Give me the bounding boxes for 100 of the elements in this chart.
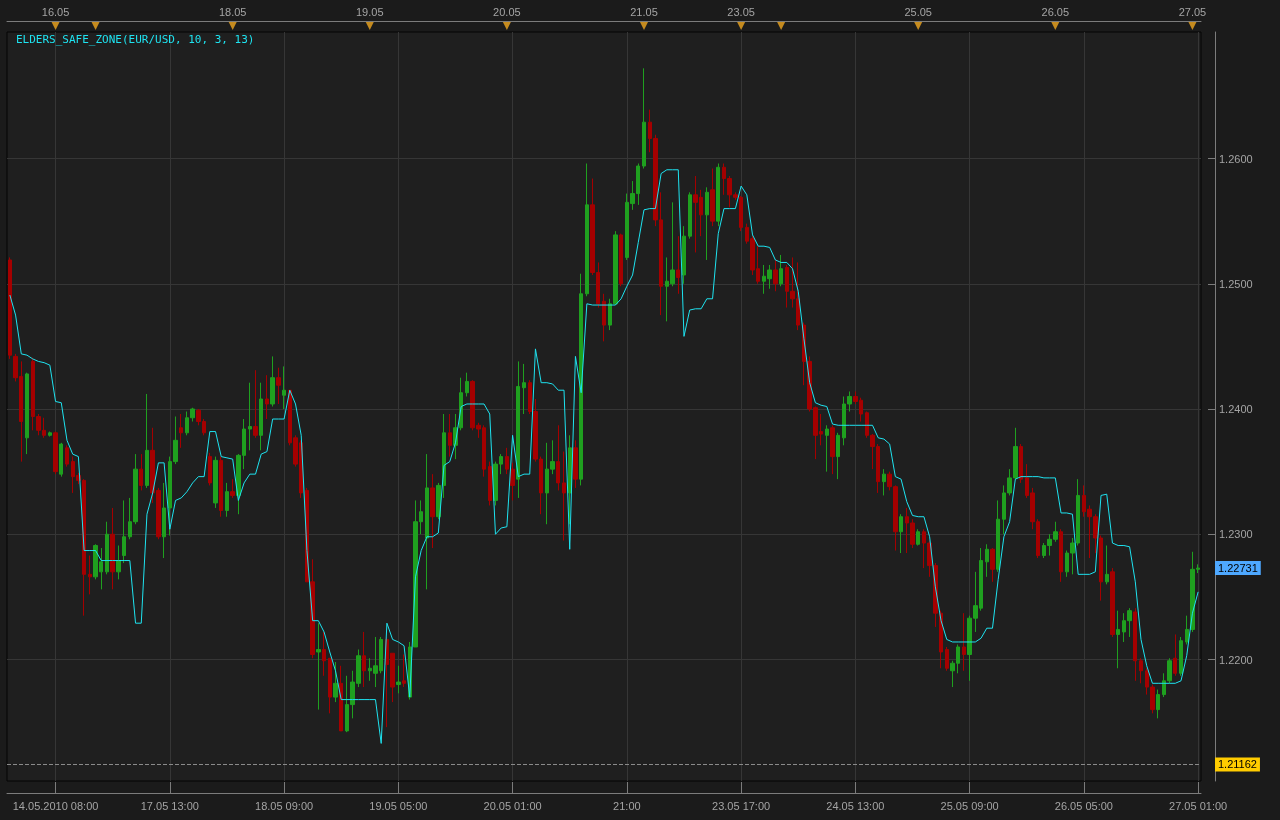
candlestick — [276, 367, 281, 405]
candlestick — [362, 631, 366, 688]
candlestick — [573, 439, 578, 489]
candlestick — [59, 442, 63, 478]
candlestick — [716, 163, 720, 227]
candlestick — [116, 545, 121, 580]
text: 16.05 — [41, 5, 70, 18]
candlestick — [642, 67, 646, 170]
candlestick — [162, 482, 166, 559]
x-tick-label: 27.05 01:00 — [1169, 799, 1228, 812]
candlestick — [682, 225, 686, 285]
candlestick — [248, 382, 252, 451]
candlestick — [773, 259, 778, 292]
candlestick — [53, 431, 58, 475]
x-tick-label: 20.05 01:00 — [483, 799, 542, 812]
candlestick — [556, 424, 560, 491]
candlestick — [882, 468, 886, 496]
candlestick — [488, 461, 492, 506]
candlestick — [1099, 535, 1103, 602]
candlestick — [122, 499, 126, 564]
candlestick — [676, 235, 680, 295]
x-tick-label: 23.05 17:00 — [712, 799, 771, 812]
text: 26.05 — [1041, 5, 1070, 18]
candlestick — [65, 444, 69, 468]
candlestick — [1185, 615, 1189, 645]
ref-line-label: 1.21162 — [1218, 758, 1257, 771]
x-tick-label: 19.05 05:00 — [369, 799, 428, 812]
candlestick — [442, 413, 446, 499]
candlestick — [219, 456, 223, 518]
candlestick — [208, 452, 212, 486]
text: 20.05 — [493, 5, 521, 18]
candlestick — [282, 365, 286, 410]
candlestick — [1110, 567, 1115, 638]
candlestick — [8, 256, 12, 360]
candlestick — [396, 665, 401, 694]
y-tick-label: 1.2600 — [1219, 152, 1253, 165]
y-tick-label: 1.2200 — [1219, 653, 1253, 666]
candlestick — [945, 646, 949, 672]
text: 19.05 — [356, 5, 384, 18]
x-tick-label: 26.05 05:00 — [1054, 799, 1113, 812]
x-tick-label: 17.05 13:00 — [140, 799, 199, 812]
candlestick — [899, 513, 903, 554]
candlestick — [516, 360, 520, 499]
candlestick — [688, 191, 692, 240]
candlestick — [213, 456, 218, 509]
y-tick-label: 1.2300 — [1219, 528, 1253, 541]
candlestick — [705, 186, 709, 261]
candlestick — [962, 612, 966, 672]
candlestick — [522, 363, 526, 415]
candlestick — [710, 168, 715, 227]
candlestick — [510, 462, 515, 501]
candlestick — [459, 377, 463, 431]
candlestick — [265, 374, 269, 420]
candlestick — [1105, 545, 1109, 585]
text: 18.05 — [218, 5, 247, 18]
candlestick — [985, 543, 989, 578]
candlestick — [339, 665, 343, 732]
candlestick — [1133, 607, 1137, 682]
candlestick — [225, 482, 229, 518]
candlestick — [139, 453, 143, 491]
x-tick-label: 25.05 09:00 — [940, 799, 999, 812]
candlestick — [585, 163, 589, 297]
candlestick — [830, 424, 835, 475]
candlestick — [253, 369, 258, 439]
x-tick-label: 18.05 09:00 — [255, 799, 314, 812]
candlestick — [425, 453, 429, 590]
candlestick — [48, 431, 52, 438]
line-series — [9, 169, 1199, 744]
candlestick — [328, 657, 332, 714]
candlestick — [105, 521, 109, 575]
candlestick — [825, 424, 829, 473]
candlestick — [179, 413, 183, 449]
text: 23.05 — [727, 5, 755, 18]
x-tick-label: 24.05 13:00 — [826, 799, 885, 812]
y-tick-label: 1.2500 — [1219, 277, 1253, 290]
candlestick — [110, 507, 115, 590]
candlestick — [779, 254, 783, 287]
candlestick — [430, 473, 435, 549]
y-tick-label: 1.2400 — [1219, 403, 1253, 416]
candlestick — [505, 447, 509, 475]
candlestick — [270, 355, 275, 407]
candlestick — [25, 372, 29, 455]
candlestick — [1173, 633, 1177, 677]
candlestick — [562, 451, 566, 542]
x-tick-label: 14.05.2010 08:00 — [12, 799, 99, 812]
candlestick — [465, 372, 469, 397]
candlestick — [836, 432, 840, 480]
candlestick — [230, 478, 235, 499]
candlestick — [579, 273, 583, 486]
candlestick — [333, 661, 338, 703]
candlestick — [916, 528, 920, 547]
candlestick — [1019, 443, 1023, 484]
text: ELDERS_SAFE_ZONE(EUR/USD, 10, 3, 13) — [16, 33, 255, 46]
candlestick — [88, 555, 92, 595]
candlestick — [990, 547, 995, 583]
candlestick — [996, 499, 1000, 573]
candlestick — [1139, 657, 1143, 684]
candlestick — [602, 293, 606, 342]
text: 27.05 — [1178, 5, 1207, 18]
x-tick-label: 21:00 — [613, 799, 641, 812]
